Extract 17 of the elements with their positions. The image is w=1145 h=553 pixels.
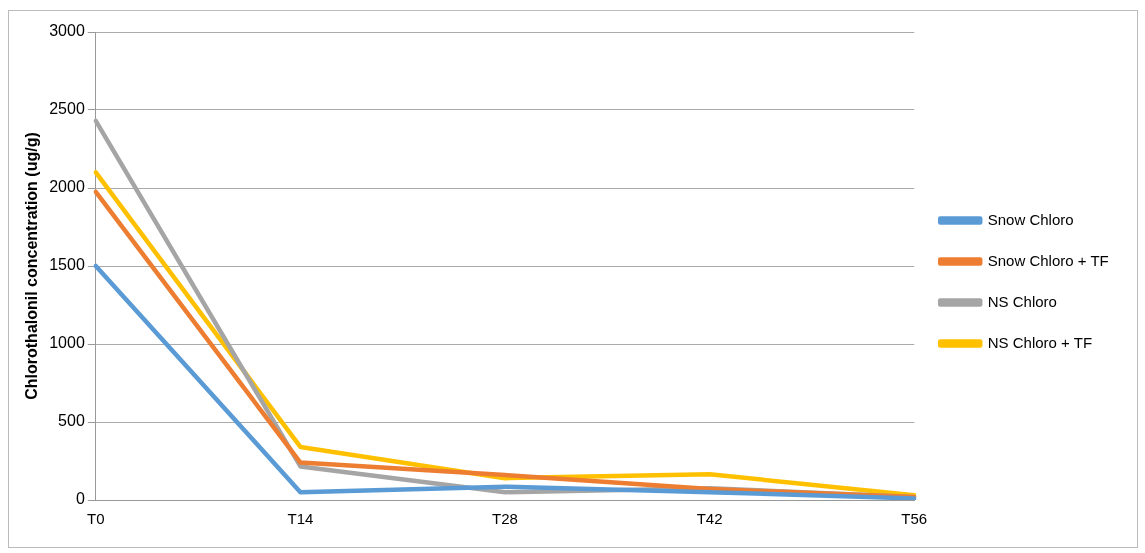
legend-label: Snow Chloro + TF xyxy=(987,251,1109,269)
legend-label: NS Chloro + TF xyxy=(987,333,1093,351)
y-axis-title: Chlorothalonil concentration (ug/g) xyxy=(23,132,41,400)
x-tick-label: T0 xyxy=(87,510,105,528)
y-tick-label: 2500 xyxy=(49,100,85,118)
y-tick-label: 1500 xyxy=(49,256,85,274)
legend-label: NS Chloro xyxy=(987,292,1057,310)
y-tick-label: 2000 xyxy=(49,178,85,196)
x-tick-label: T28 xyxy=(492,510,518,528)
legend-label: Snow Chloro xyxy=(987,210,1074,228)
y-tick-label: 0 xyxy=(75,490,85,508)
y-tick-label: 3000 xyxy=(49,22,85,40)
x-tick-label: T56 xyxy=(901,510,928,528)
x-tick-label: T14 xyxy=(287,510,314,528)
x-tick-label: T42 xyxy=(696,510,723,528)
y-tick-label: 1000 xyxy=(49,334,85,352)
y-tick-label: 500 xyxy=(58,412,85,430)
